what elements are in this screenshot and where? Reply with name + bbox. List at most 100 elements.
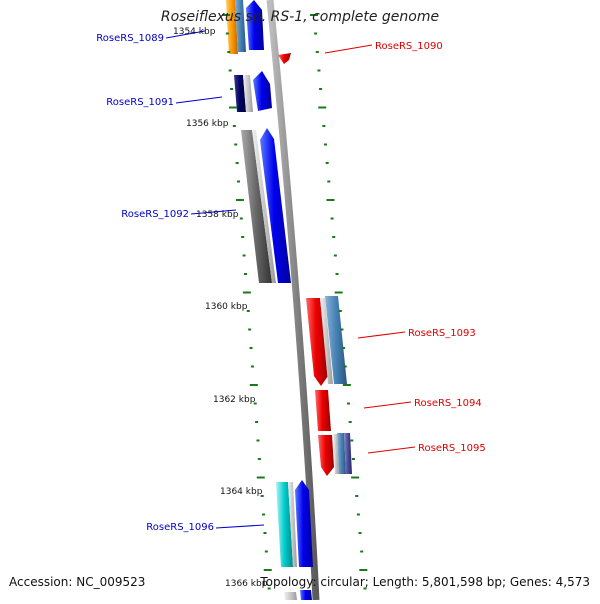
coordinate-dash: [235, 162, 239, 164]
gene-arrow-lightgray-1095: [333, 434, 339, 474]
gene-label[interactable]: RoseRS_1090: [375, 41, 443, 52]
reverse-strand-genes: [278, 53, 352, 476]
gene-leader-line: [215, 524, 265, 529]
coordinate-dash: [249, 347, 253, 349]
genome-backbone: [266, 0, 320, 601]
coordinate-dash: [342, 384, 351, 386]
gene-leader-line: [190, 209, 237, 215]
gene-arrow-cyan: [276, 482, 293, 567]
coordinate-dashes: [222, 14, 368, 590]
coordinate-dash: [230, 88, 234, 90]
coordinate-dash: [350, 439, 354, 442]
coordinate-dash: [363, 587, 367, 590]
gene-arrow-red-1090: [278, 53, 291, 64]
gene-label[interactable]: RoseRS_1093: [408, 328, 476, 339]
coordinate-dash: [310, 14, 318, 16]
coordinate-dash: [358, 532, 362, 534]
tick-label: 1366 kbp: [225, 579, 268, 589]
coordinate-dash: [343, 365, 347, 368]
coordinate-dash: [239, 217, 243, 220]
coordinate-dash: [324, 143, 328, 146]
coordinate-dash: [338, 310, 342, 312]
coordinate-dash: [232, 125, 236, 127]
coordinate-dash: [347, 402, 351, 405]
coordinate-dash: [356, 513, 360, 516]
coordinate-dash: [333, 254, 337, 257]
coordinate-dash: [222, 14, 230, 16]
coordinate-dash: [319, 88, 323, 90]
gene-arrow-blue-bottom: [300, 590, 312, 600]
coordinate-dash: [335, 273, 339, 275]
coordinate-dash: [355, 495, 359, 497]
gene-arrow-blue: [246, 0, 264, 50]
coordinate-dash: [340, 328, 344, 331]
coordinate-dash: [263, 532, 267, 534]
accession-text: Accession: NC_009523: [9, 575, 146, 589]
gene-arrow-red-1095: [318, 435, 334, 476]
tick-label: 1358 kbp: [196, 210, 239, 220]
coordinate-dash: [326, 199, 335, 201]
coordinate-dash: [257, 458, 261, 460]
coordinate-dash: [332, 236, 336, 238]
forward-strand-genes: [226, 0, 313, 600]
gene-arrow-steel-1095: [337, 433, 346, 474]
coordinate-dash: [228, 69, 232, 72]
coordinate-dash: [246, 310, 250, 312]
gene-arrow-lightgray-1096: [288, 482, 297, 567]
coordinate-dash: [237, 180, 241, 183]
gene-label[interactable]: RoseRS_1096: [146, 522, 214, 533]
gene-arrow-red-1094: [315, 390, 331, 431]
tick-label: 1354 kbp: [173, 27, 216, 37]
coordinate-dash: [234, 143, 238, 146]
coordinate-dash: [249, 384, 258, 386]
coordinate-dash: [342, 347, 346, 349]
coordinate-dash: [327, 180, 331, 183]
coordinate-dash: [330, 217, 334, 220]
coordinate-dash: [314, 32, 318, 35]
gene-leader-line: [363, 401, 412, 409]
coordinate-dash: [267, 587, 271, 590]
gene-label[interactable]: RoseRS_1092: [121, 209, 189, 220]
tick-label: 1362 kbp: [213, 395, 256, 405]
tick-label: 1360 kbp: [205, 302, 248, 312]
coordinate-dash: [248, 328, 252, 331]
gene-arrow-red-1093: [306, 298, 328, 386]
coordinate-dash: [235, 199, 244, 201]
genome-title: Roseiflexus sp. RS-1, complete genome: [160, 9, 440, 25]
coordinate-dash: [260, 495, 264, 497]
tick-label: 1356 kbp: [186, 119, 229, 129]
coordinate-dash: [242, 254, 246, 257]
coordinate-dash: [351, 458, 355, 460]
gene-arrow-blue-1096: [295, 480, 313, 567]
coordinate-dash: [243, 273, 247, 275]
gene-label[interactable]: RoseRS_1091: [106, 97, 174, 108]
coordinate-dash: [225, 32, 229, 35]
coordinate-dash: [256, 439, 260, 442]
gene-label[interactable]: RoseRS_1095: [418, 443, 486, 454]
coordinate-dash: [360, 550, 364, 553]
coordinate-dash: [264, 550, 268, 553]
coordinate-dash: [253, 402, 257, 405]
gene-arrow-blue-1091: [253, 71, 272, 111]
gene-leader-line: [175, 96, 223, 104]
coordinate-dash: [241, 236, 245, 238]
gene-arrow-steel: [235, 0, 246, 52]
gene-arrow-gray-bottom: [284, 592, 297, 600]
tick-labels: 1354 kbp 1356 kbp 1358 kbp 1360 kbp 1362 kbp…: [173, 27, 268, 589]
coordinate-dash: [228, 106, 237, 109]
gene-label[interactable]: RoseRS_1089: [96, 33, 164, 44]
coordinate-dash: [322, 125, 326, 127]
coordinate-dash: [359, 569, 368, 571]
coordinate-dash: [318, 106, 327, 109]
gene-arrow-gray: [241, 130, 272, 283]
coordinate-dash: [263, 569, 272, 571]
coordinate-dash: [334, 291, 343, 294]
tick-label: 1364 kbp: [220, 487, 263, 497]
coordinate-dash: [325, 162, 329, 164]
coordinate-dash: [256, 476, 265, 479]
gene-arrow-slate-1095: [344, 433, 352, 474]
gene-label[interactable]: RoseRS_1094: [414, 398, 482, 409]
topology-text: Topology: circular; Length: 5,801,598 bp…: [260, 575, 590, 589]
